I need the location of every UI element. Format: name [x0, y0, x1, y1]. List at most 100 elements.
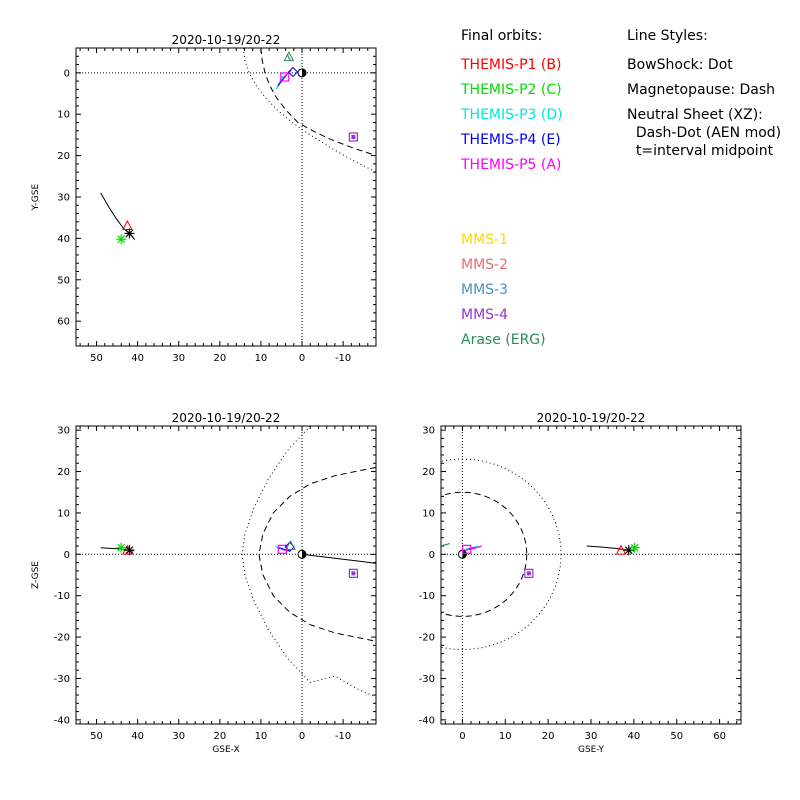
- x-tick-label: 20: [542, 731, 555, 742]
- x-tick-label: 30: [172, 353, 185, 364]
- x-tick-label: 40: [131, 353, 144, 364]
- legend-style-4: t=interval midpoint: [627, 143, 774, 159]
- x-tick-label: 30: [172, 731, 185, 742]
- legend-item-mms-2: MMS-2: [461, 257, 509, 273]
- panel-xz: 50 40 30 20 10 0 -10 30 20 10 0 -10 -20 -30 -40 2020-10…: [31, 411, 377, 755]
- y-tick-label: 0: [64, 68, 70, 79]
- legend-item-arase-erg: Arase (ERG): [461, 332, 546, 348]
- x-tick-label: 60: [713, 731, 726, 742]
- x-tick-label: 0: [459, 731, 465, 742]
- magnetopause-line: [441, 491, 528, 617]
- y-tick-label: -20: [54, 633, 70, 644]
- bow-shock-line: [241, 426, 376, 698]
- mms-4-marker-inner: [351, 571, 356, 576]
- x-tick-label: 40: [131, 731, 144, 742]
- bow-shock-line: [441, 458, 562, 650]
- legend-item-mms-4: MMS-4: [461, 307, 509, 323]
- y-tick-label: 40: [57, 234, 70, 245]
- x-tick-label: 0: [299, 731, 305, 742]
- y-tick-label: 60: [57, 317, 70, 328]
- mms-marker: [124, 228, 135, 239]
- y-tick-label: 20: [422, 467, 435, 478]
- plot-area: [76, 426, 376, 724]
- mms-4-marker: [524, 568, 534, 578]
- themis-p5-a-marker: [462, 544, 472, 554]
- y-tick-label: 20: [57, 467, 70, 478]
- neutral-sheet-line: [301, 553, 376, 564]
- legend-item-themis-p2-c: THEMIS-P2 (C): [461, 82, 562, 98]
- x-tick-label: 10: [255, 731, 268, 742]
- themis-p5-a-marker: [280, 72, 290, 82]
- x-tick-label: -10: [335, 731, 351, 742]
- arase-erg-marker: [283, 51, 295, 62]
- y-tick-label: -20: [419, 633, 435, 644]
- plot-frame: [75, 425, 377, 725]
- plot-area: [76, 48, 376, 346]
- themis-p3-d-line: [275, 75, 284, 90]
- themis-p2-c-marker: [116, 542, 127, 553]
- themis-p5-a-line: [282, 69, 292, 79]
- arase-erg-marker: [285, 539, 296, 551]
- y-tick-label: 30: [422, 426, 435, 437]
- y-tick-label: -40: [419, 715, 435, 726]
- y-tick-label: 50: [57, 275, 70, 286]
- x-tick-label: 10: [255, 353, 268, 364]
- panel-yz: 0 10 20 30 40 50 60 30 20 10 0 -10 -20 -30 -40 2020-10-…: [419, 411, 742, 755]
- x-tick-label: 50: [90, 731, 103, 742]
- themis-p4-e-marker: [287, 66, 299, 78]
- legend-style-2: Neutral Sheet (XZ):: [627, 107, 763, 123]
- y-tick-label: 0: [64, 550, 70, 561]
- legend-styles-header: Line Styles:: [627, 28, 708, 44]
- legend-item-mms-3: MMS-3: [461, 282, 509, 298]
- mms-4-marker-inner: [526, 571, 531, 576]
- magnetopause-line: [258, 466, 376, 642]
- x-tick-label: 40: [627, 731, 640, 742]
- y-tick-label: -30: [54, 674, 70, 685]
- mms-4-marker: [348, 568, 358, 578]
- plot-title: 2020-10-19/20-22: [172, 33, 281, 47]
- plot-frame: [440, 425, 742, 725]
- x-tick-label: 20: [213, 731, 226, 742]
- x-axis-label: GSE-Y: [578, 745, 605, 755]
- legend-style-0: BowShock: Dot: [627, 57, 733, 73]
- mms-4-marker-inner: [351, 134, 356, 139]
- themis-p1-b-marker: [615, 544, 627, 555]
- mms-4-marker: [348, 132, 358, 142]
- arase-erg-line: [286, 53, 292, 61]
- mms-marker: [124, 545, 135, 556]
- legend-item-mms-1: MMS-1: [461, 232, 509, 248]
- legend-item-themis-p5-a: THEMIS-P5 (A): [461, 157, 562, 173]
- plot-frame: [75, 47, 377, 347]
- x-tick-label: 0: [299, 353, 305, 364]
- legend-style-1: Magnetopause: Dash: [627, 82, 776, 98]
- themis-p5-a-line: [281, 548, 289, 552]
- plot-area: [441, 426, 741, 724]
- magnetopause-line: [260, 48, 376, 157]
- themis-p2-c-marker: [116, 234, 127, 245]
- x-tick-label: 20: [213, 353, 226, 364]
- x-tick-label: -10: [335, 353, 351, 364]
- legend-orbits-header: Final orbits:: [461, 28, 543, 44]
- panel-xy: 50 40 30 20 10 0 -10 0 10 20 30 40 50 60 2020-10-19/20…: [31, 33, 377, 364]
- x-tick-label: 10: [499, 731, 512, 742]
- legend-item-themis-p4-e: THEMIS-P4 (E): [461, 132, 561, 148]
- themis-p1-b-marker: [122, 219, 133, 230]
- themis-p2-c-marker: [629, 542, 640, 553]
- y-tick-label: 10: [57, 110, 70, 121]
- y-tick-label: 10: [57, 508, 70, 519]
- y-tick-label: -10: [419, 591, 435, 602]
- x-tick-label: 50: [670, 731, 683, 742]
- earth-night-side: [302, 68, 307, 77]
- y-tick-label: 20: [57, 151, 70, 162]
- y-axis-label: Z-GSE: [31, 561, 41, 589]
- earth-night-side: [462, 550, 467, 559]
- earth-night-side: [302, 550, 307, 559]
- y-axis-label: Y-GSE: [31, 184, 41, 212]
- y-tick-label: 30: [57, 426, 70, 437]
- plot-title: 2020-10-19/20-22: [172, 411, 281, 425]
- arase-erg-line: [442, 542, 450, 546]
- y-tick-label: 10: [422, 508, 435, 519]
- y-tick-label: -30: [419, 674, 435, 685]
- bow-shock-line: [242, 48, 376, 174]
